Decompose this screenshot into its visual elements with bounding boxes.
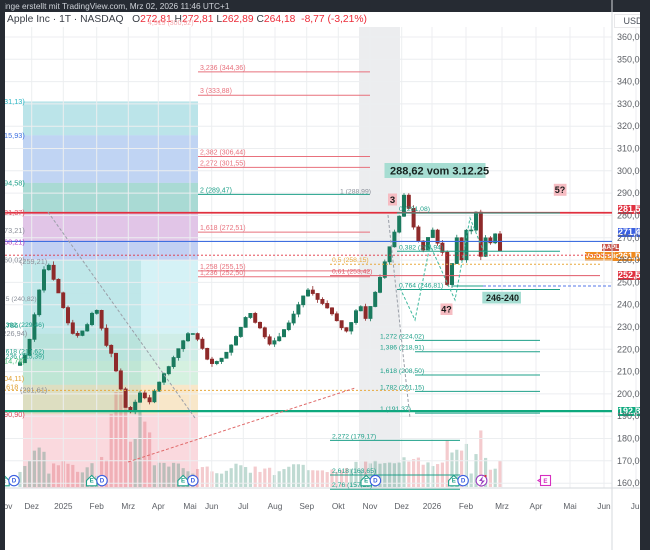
svg-text:4?: 4?	[441, 305, 452, 315]
svg-text:Apr: Apr	[152, 501, 165, 511]
svg-text:3: 3	[390, 195, 395, 206]
svg-text:D: D	[461, 478, 466, 485]
svg-text:Dez: Dez	[24, 501, 39, 511]
svg-text:Mai: Mai	[183, 501, 197, 511]
svg-text:D: D	[191, 478, 196, 485]
svg-text:Apr: Apr	[530, 501, 543, 511]
svg-text:0,382 (263,94): 0,382 (263,94)	[399, 244, 443, 251]
svg-text:1 (191,37): 1 (191,37)	[380, 406, 411, 413]
svg-text:Mai: Mai	[563, 501, 577, 511]
svg-text:3,236 (344,36): 3,236 (344,36)	[200, 65, 246, 72]
svg-text:Jul: Jul	[238, 501, 249, 511]
svg-text:2,272 (301,55): 2,272 (301,55)	[200, 160, 246, 167]
svg-text:E: E	[543, 478, 547, 485]
svg-text:Jun: Jun	[205, 501, 219, 511]
svg-text:2026: 2026	[423, 501, 442, 511]
svg-text:288,62 vom 3.12.25: 288,62 vom 3.12.25	[390, 166, 489, 178]
svg-text:0 (281,08): 0 (281,08)	[399, 206, 430, 213]
svg-text:Feb: Feb	[90, 501, 105, 511]
svg-text:D: D	[373, 478, 378, 485]
svg-text:0,61 (253,42): 0,61 (253,42)	[332, 269, 372, 276]
svg-text:E: E	[452, 478, 456, 485]
svg-text:Mrz: Mrz	[121, 501, 135, 511]
svg-text:(201,61): (201,61)	[20, 386, 47, 395]
svg-text:2025: 2025	[54, 501, 73, 511]
svg-text:1,236 (252,50): 1,236 (252,50)	[200, 270, 246, 277]
svg-text:E: E	[364, 478, 368, 485]
svg-text:(259,21): (259,21)	[20, 257, 47, 266]
svg-text:2,382 (306,44): 2,382 (306,44)	[200, 150, 246, 157]
svg-text:3 (333,88): 3 (333,88)	[200, 88, 232, 95]
svg-text:Mrz: Mrz	[495, 501, 509, 511]
svg-text:Feb: Feb	[459, 501, 474, 511]
svg-text:Aug: Aug	[268, 501, 283, 511]
svg-text:5?: 5?	[555, 185, 566, 195]
svg-text:2,272 (179,17): 2,272 (179,17)	[332, 433, 376, 440]
svg-text:1,618 (272,51): 1,618 (272,51)	[200, 225, 246, 232]
svg-text:D: D	[12, 478, 17, 485]
svg-text:E: E	[90, 478, 94, 485]
svg-text:0,5 (258,15): 0,5 (258,15)	[332, 257, 369, 264]
svg-text:2 (289,47): 2 (289,47)	[200, 187, 232, 194]
svg-text:1,782 (201,15): 1,782 (201,15)	[380, 384, 424, 391]
svg-text:0,5 (240,82): 0,5 (240,82)	[0, 296, 37, 303]
svg-text:D: D	[100, 478, 105, 485]
svg-text:Okt: Okt	[332, 501, 346, 511]
svg-text:Dez: Dez	[394, 501, 409, 511]
svg-text:2,618 (163,65): 2,618 (163,65)	[332, 468, 376, 475]
svg-text:246-240: 246-240	[486, 293, 519, 303]
svg-text:1,272 (224,02): 1,272 (224,02)	[380, 333, 424, 340]
svg-text:1,618 (208,50): 1,618 (208,50)	[380, 368, 424, 375]
svg-text:E: E	[181, 478, 185, 485]
svg-text:1 (288,99): 1 (288,99)	[340, 188, 371, 195]
svg-text:Sep: Sep	[299, 501, 314, 511]
svg-text:Jun: Jun	[597, 501, 611, 511]
svg-text:Nov: Nov	[363, 501, 379, 511]
